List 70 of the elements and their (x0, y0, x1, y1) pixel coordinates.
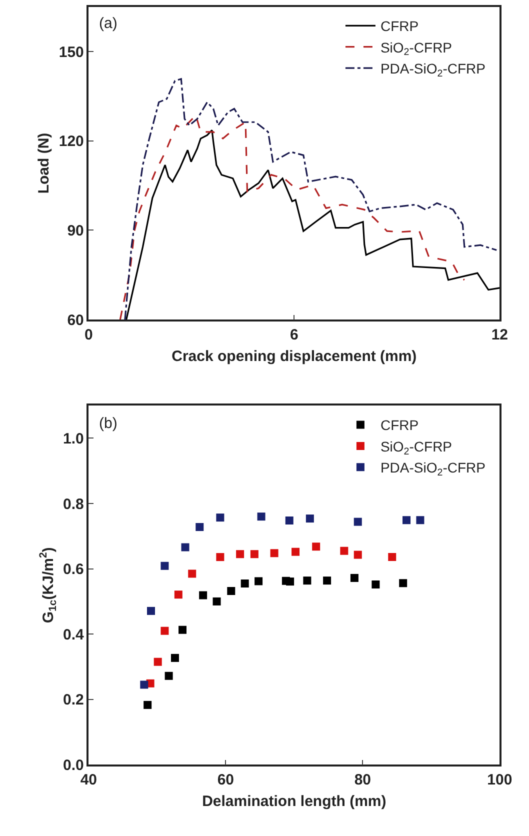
point (354, 550, 362, 559)
point (270, 549, 278, 558)
point (144, 700, 152, 709)
point (303, 576, 312, 585)
y-tick-label: 90 (67, 222, 84, 240)
point (350, 574, 358, 582)
x-tick-label: 100 (487, 771, 512, 788)
point (140, 680, 148, 689)
point (160, 626, 169, 635)
point (199, 591, 208, 600)
y-tick-label: 60 (67, 312, 84, 329)
point (312, 542, 320, 551)
point (399, 579, 408, 588)
point (181, 543, 190, 552)
x-tick-label: 12 (491, 326, 508, 344)
point (286, 578, 294, 586)
point (188, 570, 196, 578)
point (216, 553, 224, 562)
legend-label: CFRP (380, 18, 419, 34)
x-axis-title: Crack opening displacement (mm) (172, 348, 417, 365)
x-tick-label: 0 (84, 326, 93, 344)
y-tick-label: 120 (58, 133, 84, 150)
point (147, 606, 156, 615)
y-tick-label: 0.2 (63, 692, 84, 709)
point (416, 516, 424, 524)
point (178, 626, 187, 634)
point (170, 654, 179, 662)
x-tick-label: 6 (290, 326, 298, 344)
y-tick-label: 0.0 (63, 756, 84, 774)
point (340, 546, 348, 555)
point (174, 590, 182, 599)
x-tick-label: 60 (217, 771, 234, 788)
line-series (124, 78, 498, 320)
point (257, 512, 266, 521)
point (354, 518, 362, 526)
legend-label: SiO$_{2}$-CFRP (380, 438, 452, 458)
point (160, 562, 169, 570)
y-tick-label: 0.6 (63, 561, 84, 578)
point (402, 516, 411, 524)
y-tick-label: 0.8 (63, 496, 84, 513)
point (250, 550, 258, 558)
y-tick-label: 1.0 (63, 430, 84, 448)
y-axis-title: Load (N) (36, 132, 53, 194)
x-axis-title: Delamination length (mm) (202, 792, 386, 810)
line-series (126, 129, 500, 320)
point (240, 579, 249, 588)
point (227, 587, 236, 596)
point (154, 658, 162, 666)
point (306, 514, 314, 523)
point (164, 672, 173, 680)
annotation: (b) (99, 415, 118, 432)
legend-label: SiO$_{2}$-CFRP (380, 39, 452, 58)
legend-label: CFRP (380, 417, 419, 434)
x-tick-label: 40 (80, 771, 98, 788)
legend-label: PDA-SiO$_{2}$-CFRP (380, 460, 486, 479)
point (292, 548, 300, 556)
point (285, 516, 294, 524)
y-tick-label: 150 (58, 44, 84, 61)
annotation: (a) (99, 15, 118, 32)
point (216, 514, 224, 522)
point (212, 597, 221, 606)
point (196, 523, 204, 532)
point (236, 550, 244, 558)
y-tick-label: 0.4 (63, 626, 85, 644)
point (323, 576, 332, 585)
x-tick-label: 80 (354, 771, 372, 788)
legend-label: PDA-SiO$_{2}$-CFRP (380, 60, 486, 80)
point (254, 577, 263, 586)
point (372, 580, 380, 588)
point (388, 553, 396, 562)
